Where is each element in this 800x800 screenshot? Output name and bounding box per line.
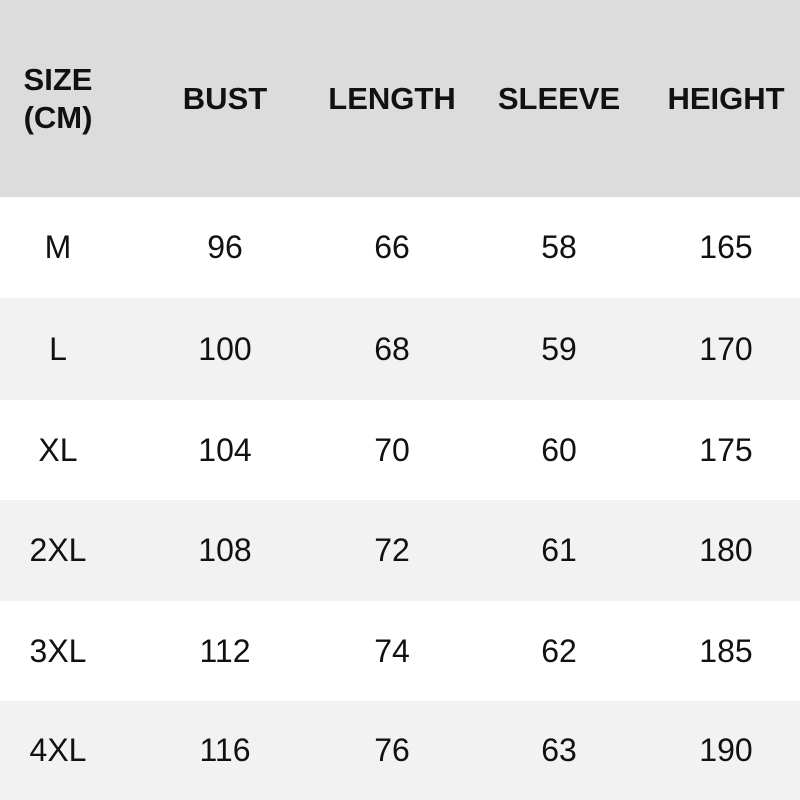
table-cell: 108	[198, 532, 252, 568]
table-cell: 61	[541, 532, 577, 568]
row-band	[0, 400, 800, 500]
table-cell: 76	[374, 732, 410, 768]
table-cell: 96	[207, 229, 243, 265]
table-cell: 72	[374, 532, 410, 568]
table-cell: 4XL	[29, 732, 87, 768]
table-cell: 66	[374, 229, 410, 265]
row-band	[0, 298, 800, 400]
header-cell: HEIGHT	[667, 80, 785, 116]
table-cell: 165	[699, 229, 753, 265]
table-cell: 58	[541, 229, 577, 265]
table-cell: 112	[199, 632, 251, 669]
table-cell: 170	[699, 330, 753, 367]
table-cell: 62	[541, 632, 577, 669]
table-cell: 59	[541, 330, 577, 367]
row-band	[0, 601, 800, 701]
table-cell: 100	[198, 330, 252, 367]
table-cell: 74	[374, 632, 410, 669]
table-cell: 175	[699, 431, 753, 468]
table-cell: 68	[374, 330, 410, 367]
table-cell: L	[49, 330, 67, 367]
row-band	[0, 197, 800, 298]
table-cell: 3XL	[29, 632, 87, 669]
row-band	[0, 500, 800, 601]
table-cell: 2XL	[29, 532, 87, 568]
table-cell: 63	[541, 732, 577, 768]
table-cell: 116	[199, 732, 251, 768]
table-cell: 104	[198, 431, 252, 468]
table-cell: M	[44, 229, 72, 265]
table-cell: XL	[38, 431, 78, 468]
table-cell: 185	[699, 632, 753, 669]
row-band	[0, 701, 800, 800]
table-cell: 180	[699, 532, 753, 568]
header-cell: SLEEVE	[497, 80, 621, 116]
header-cell: LENGTH	[328, 80, 456, 116]
header-cell: SIZE (CM)	[23, 61, 93, 135]
header-cell: BUST	[182, 80, 268, 116]
header-band	[0, 0, 800, 197]
table-cell: 190	[699, 732, 753, 768]
table-cell: 60	[541, 431, 577, 468]
table-cell: 70	[374, 431, 410, 468]
